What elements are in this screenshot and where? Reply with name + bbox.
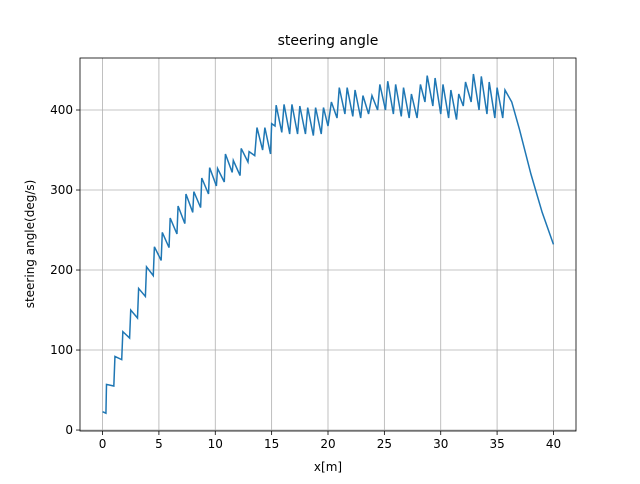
x-tick-label: 40 xyxy=(546,437,561,451)
x-tick-label: 30 xyxy=(433,437,448,451)
x-tick-label: 20 xyxy=(320,437,335,451)
y-axis-label: steering angle(deg/s) xyxy=(23,180,37,309)
x-tick-label: 15 xyxy=(264,437,279,451)
chart-title: steering angle xyxy=(278,33,379,49)
data-line xyxy=(102,73,555,415)
plot-frame xyxy=(79,57,577,432)
x-axis-label: x[m] xyxy=(314,460,342,474)
y-tick-label: 200 xyxy=(50,263,73,277)
x-tick-label: 10 xyxy=(208,437,223,451)
x-tick-label: 25 xyxy=(377,437,392,451)
x-tick-label: 0 xyxy=(99,437,107,451)
y-tick-label: 100 xyxy=(50,343,73,357)
x-tick-label: 35 xyxy=(489,437,504,451)
y-tick-label: 400 xyxy=(50,103,73,117)
x-tick-label: 5 xyxy=(155,437,163,451)
y-tick-label: 300 xyxy=(50,183,73,197)
y-tick-label: 0 xyxy=(65,423,73,437)
